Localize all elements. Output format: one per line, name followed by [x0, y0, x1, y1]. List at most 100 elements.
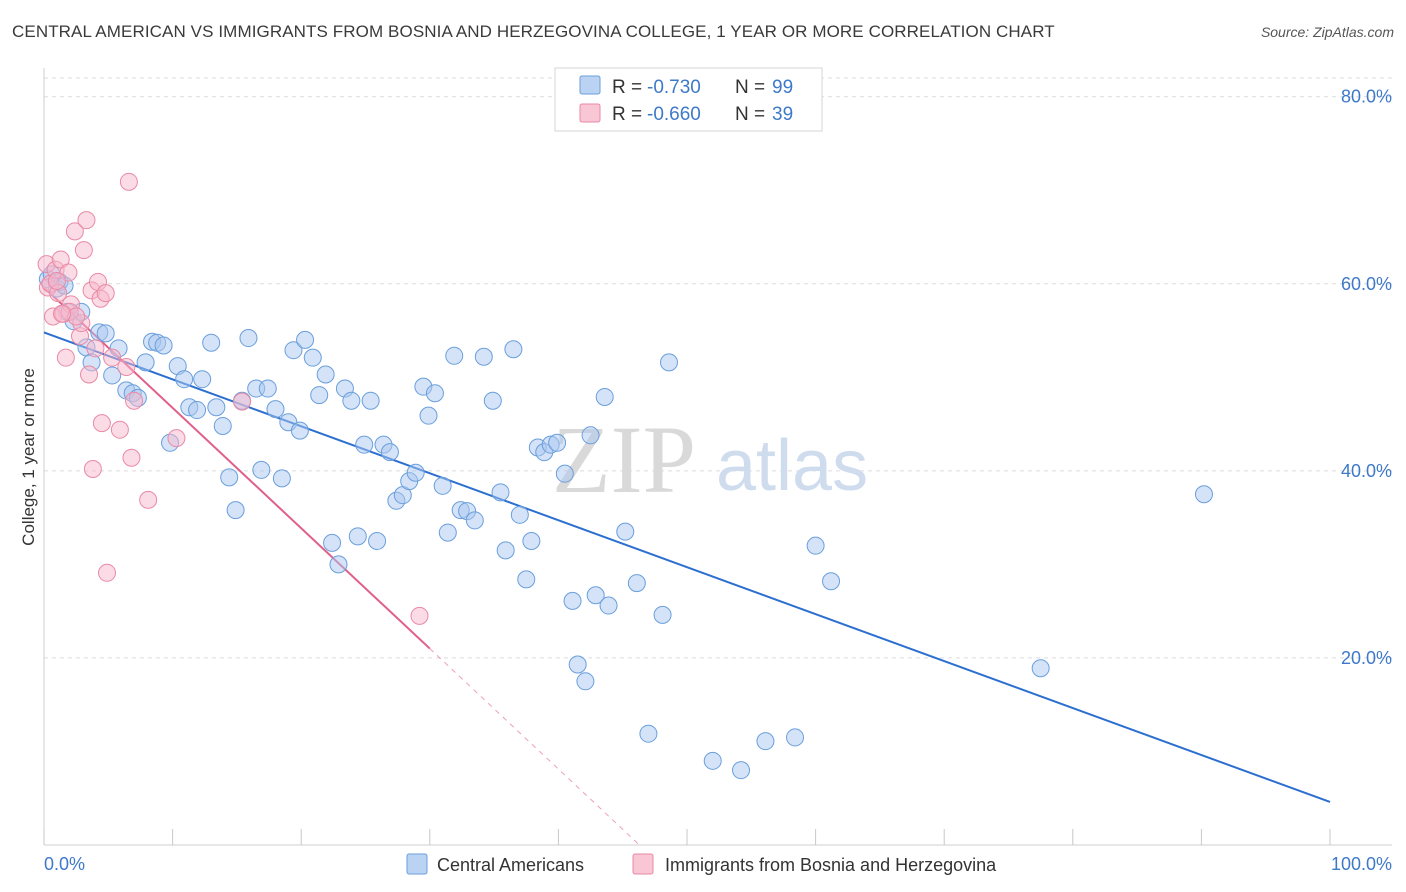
point-bosnia-herzegovina: [139, 490, 158, 509]
point-central-american: [368, 532, 387, 551]
point-central-american: [258, 379, 277, 398]
point-bosnia-herzegovina: [47, 271, 66, 290]
point-central-american: [576, 672, 595, 691]
point-central-american: [659, 353, 678, 372]
point-central-american: [226, 501, 245, 520]
point-central-american: [348, 527, 367, 546]
point-bosnia-herzegovina: [110, 420, 129, 439]
series-central-americans: [38, 265, 1213, 780]
y-tick-label: 80.0%: [1341, 87, 1392, 107]
point-central-american: [438, 523, 457, 542]
point-bosnia-herzegovina: [56, 348, 75, 367]
point-bosnia-herzegovina: [167, 429, 186, 448]
point-central-american: [252, 460, 271, 479]
point-central-american: [193, 370, 212, 389]
point-central-american: [154, 336, 173, 355]
point-central-american: [316, 365, 335, 384]
tick-labels: 20.0% 40.0% 60.0% 80.0% 0.0% 100.0%: [44, 87, 1392, 874]
point-central-american: [103, 366, 122, 385]
chart-title: CENTRAL AMERICAN VS IMMIGRANTS FROM BOSN…: [12, 22, 1055, 41]
point-central-american: [483, 391, 502, 410]
legend-n-value: 39: [772, 104, 793, 125]
point-central-american: [202, 333, 221, 352]
point-bosnia-herzegovina: [410, 606, 429, 625]
point-central-american: [445, 346, 464, 365]
point-bosnia-herzegovina: [77, 211, 96, 230]
watermark: ZIP atlas: [552, 406, 868, 513]
point-bosnia-herzegovina: [233, 392, 252, 411]
point-central-american: [496, 541, 515, 560]
point-central-american: [806, 536, 825, 555]
point-central-american: [310, 386, 329, 405]
point-central-american: [266, 400, 285, 419]
point-central-american: [653, 605, 672, 624]
legend-box: R = -0.730 N = 99 R = -0.660 N = 39: [554, 67, 823, 132]
point-central-american: [555, 464, 574, 483]
axes: [43, 68, 1392, 846]
point-central-american: [425, 384, 444, 403]
point-central-american: [616, 522, 635, 541]
point-bosnia-herzegovina: [65, 222, 84, 241]
watermark-atlas: atlas: [716, 426, 868, 506]
point-central-american: [272, 469, 291, 488]
point-central-american: [290, 421, 309, 440]
bottom-legend-label: Immigrants from Bosnia and Herzegovina: [665, 855, 997, 875]
point-bosnia-herzegovina: [119, 172, 138, 191]
point-central-american: [419, 406, 438, 425]
bottom-legend-swatch-blue: [406, 853, 428, 875]
x-tick-label: 100.0%: [1331, 854, 1392, 874]
point-central-american: [96, 324, 115, 343]
legend-r-value: -0.730: [647, 77, 701, 98]
point-central-american: [136, 353, 155, 372]
point-central-american: [732, 761, 751, 780]
point-central-american: [406, 463, 425, 482]
legend-r-label: R =: [612, 104, 642, 125]
point-central-american: [504, 340, 523, 359]
chart-source: Source: ZipAtlas.com: [1260, 24, 1394, 40]
point-bosnia-herzegovina: [86, 339, 105, 358]
point-central-american: [188, 401, 207, 420]
point-bosnia-herzegovina: [122, 448, 141, 467]
point-central-american: [220, 468, 239, 487]
point-central-american: [639, 724, 658, 743]
trendline-bosnia-herzegovina-extension: [429, 648, 640, 846]
watermark-zip: ZIP: [552, 406, 696, 513]
series-bosnia-herzegovina: [37, 172, 429, 625]
y-axis-title: College, 1 year or more: [19, 368, 38, 546]
point-central-american: [548, 433, 567, 452]
point-central-american: [329, 555, 348, 574]
y-tick-label: 60.0%: [1341, 274, 1392, 294]
point-central-american: [517, 570, 536, 589]
legend-r-label: R =: [612, 77, 642, 98]
y-tick-label: 20.0%: [1341, 648, 1392, 668]
x-tick-label: 0.0%: [44, 854, 85, 874]
point-bosnia-herzegovina: [98, 563, 117, 582]
legend-n-value: 99: [772, 77, 793, 98]
point-bosnia-herzegovina: [80, 365, 99, 384]
trendline-bosnia-herzegovina: [43, 286, 431, 650]
point-central-american: [1031, 659, 1050, 678]
point-central-american: [296, 330, 315, 349]
point-bosnia-herzegovina: [53, 304, 72, 323]
point-central-american: [239, 329, 258, 348]
point-central-american: [756, 732, 775, 751]
point-central-american: [595, 387, 614, 406]
legend-n-label: N =: [735, 77, 765, 98]
legend-r-value: -0.660: [647, 104, 701, 125]
point-bosnia-herzegovina: [92, 414, 111, 433]
point-central-american: [1194, 485, 1213, 504]
bottom-legend-swatch-pink: [632, 853, 654, 875]
point-central-american: [786, 728, 805, 747]
point-bosnia-herzegovina: [125, 391, 144, 410]
point-central-american: [323, 533, 342, 552]
point-central-american: [627, 574, 646, 593]
point-central-american: [599, 596, 618, 615]
point-central-american: [563, 591, 582, 610]
y-tick-label: 40.0%: [1341, 461, 1392, 481]
grid-lines: [44, 77, 1392, 659]
point-central-american: [175, 370, 194, 389]
point-central-american: [433, 476, 452, 495]
legend-swatch-blue: [579, 75, 601, 95]
point-central-american: [361, 391, 380, 410]
